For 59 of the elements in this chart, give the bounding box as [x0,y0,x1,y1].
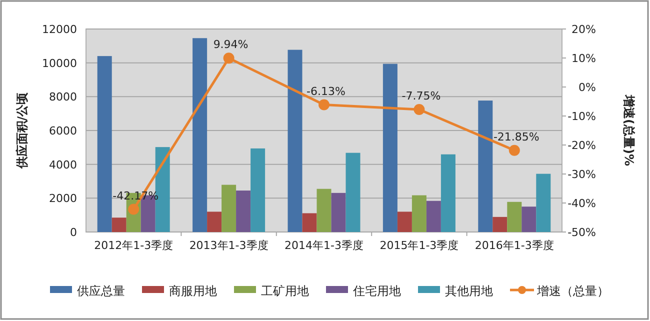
x-tick-label: 2015年1-3季度 [380,239,459,252]
legend-label: 供应总量 [77,284,125,298]
y2-tick-label: -50% [568,226,596,239]
legend-label: 住宅用地 [352,284,401,298]
x-tick-label: 2014年1-3季度 [284,239,364,252]
bar [426,200,441,232]
bar [440,154,456,232]
y2-tick-label: 0% [578,81,596,94]
bar [222,184,236,232]
bar [346,152,360,232]
legend-label: 工矿用地 [261,284,309,298]
y2-tick-label: -30% [568,168,596,181]
y2-tick-label: -20% [568,139,596,152]
y2-tick-label: -40% [568,197,596,210]
bar [478,100,493,232]
bar [397,212,412,232]
bar [412,195,426,232]
data-label: -42.17% [112,189,159,202]
x-tick-label: 2012年1-3季度 [94,239,174,252]
y-tick-label: 8000 [49,90,77,104]
x-tick-label: 2013年1-3季度 [189,239,268,252]
y-tick-label: 6000 [49,124,77,138]
bar [331,192,346,232]
y-tick-label: 4000 [49,158,77,172]
bar [302,213,317,232]
bar [250,148,266,232]
bar [536,174,551,232]
bar [492,216,508,232]
bar [507,202,522,232]
legend-label: 增速（总量） [536,284,609,298]
point [508,144,520,156]
data-label: -21.85% [493,130,540,144]
bar [382,64,398,232]
y-tick-label: 2000 [49,192,77,206]
point [223,52,234,64]
bar [522,206,536,232]
y2-tick-label: 20% [572,23,596,36]
bar [112,218,126,232]
y-tick-label: 0 [70,226,77,239]
data-label: -6.13% [306,84,346,98]
data-label: -7.75% [402,89,441,102]
bar [316,188,332,232]
data-label: 9.94% [213,38,248,52]
bar [236,190,251,232]
legend-label: 商服用地 [169,284,217,298]
y2-tick-label: 10% [572,52,596,65]
bar [288,50,302,232]
bar [192,38,208,232]
y-tick-label: 10000 [42,56,77,70]
point [414,104,425,115]
y-tick-label: 12000 [42,23,77,36]
bar [207,212,222,232]
bar [97,56,112,232]
legend-label: 其他用地 [445,284,493,298]
y-axis-title: 供应面积/公顷 [15,91,29,170]
x-tick-label: 2016年1-3季度 [474,239,554,252]
y2-axis-title: 增速(总量)% [622,94,636,166]
y2-tick-label: -10% [568,110,596,123]
point [318,99,330,110]
